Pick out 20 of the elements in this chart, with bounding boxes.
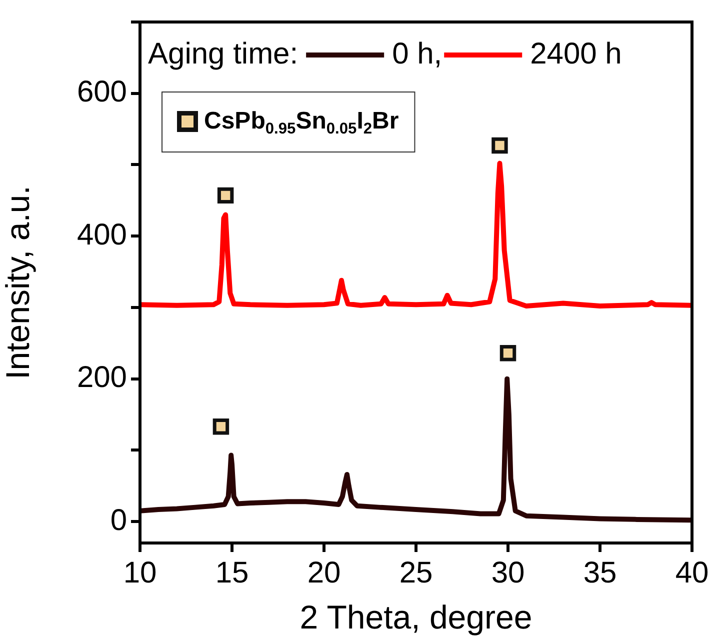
legend-label: 0 h, [392,37,442,70]
point [212,418,230,435]
x-tick-label: 35 [583,556,617,590]
legend-label: 2400 h [530,37,622,70]
x-tick-label: 25 [399,556,433,590]
y-tick-label: 200 [76,361,127,394]
x-tick-label: 40 [675,556,709,590]
y-tick-label: 400 [76,218,127,252]
y-tick-label: 600 [76,76,127,109]
x-tick-label: 30 [491,556,525,590]
x-axis-title: 2 Theta, degree [300,598,532,636]
legend-title: Aging time: [148,37,298,70]
x-tick-label: 20 [307,556,341,590]
point [492,137,508,154]
y-tick-label: 0 [110,504,127,537]
point [500,345,516,362]
x-tick-label: 15 [215,556,249,590]
x-tick-label: 10 [123,556,157,590]
point [217,187,234,204]
y-axis-title: Intensity, a.u. [0,186,36,380]
